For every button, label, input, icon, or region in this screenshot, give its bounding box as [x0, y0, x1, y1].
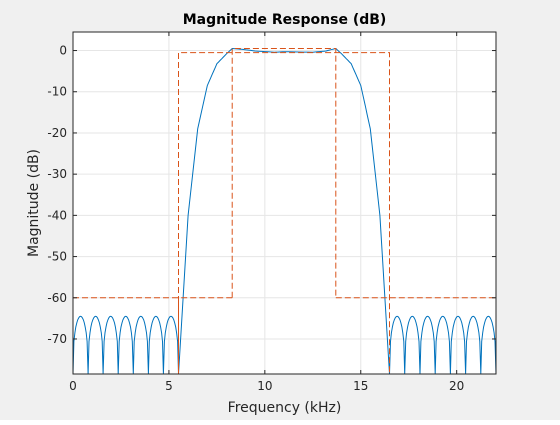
- axes-box: [72, 31, 497, 375]
- y-tick-label: -10: [47, 85, 67, 99]
- spec-mask-line: [231, 48, 337, 298]
- y-tick-label: -30: [47, 167, 67, 181]
- spec-mask-line: [73, 297, 179, 374]
- y-tick-label: 0: [59, 44, 67, 58]
- x-tick-label: 0: [69, 379, 77, 393]
- y-tick-label: -70: [47, 332, 67, 346]
- axes-frame: [72, 31, 497, 375]
- x-tick-label: 15: [353, 379, 368, 393]
- y-tick-label: -60: [47, 291, 67, 305]
- chart-title: Magnitude Response (dB): [183, 12, 387, 28]
- plot-area: [73, 47, 496, 374]
- magnitude-response-line: [73, 47, 496, 374]
- y-axis-label: Magnitude (dB): [26, 149, 42, 257]
- axes-background: [73, 32, 496, 374]
- y-tick-label: -40: [47, 208, 67, 222]
- x-tick-label: 10: [257, 379, 272, 393]
- x-tick-label: 20: [449, 379, 464, 393]
- x-axis-label: Frequency (kHz): [228, 400, 342, 416]
- spec-mask-line: [178, 52, 390, 374]
- tick-labels: 0 5 10 15 20 0 -10 -20 -30 -40 -50 -60 -70: [47, 44, 464, 393]
- x-tick-label: 5: [165, 379, 173, 393]
- y-tick-label: -20: [47, 126, 67, 140]
- grid-lines: [72, 32, 496, 374]
- y-tick-label: -50: [47, 250, 67, 264]
